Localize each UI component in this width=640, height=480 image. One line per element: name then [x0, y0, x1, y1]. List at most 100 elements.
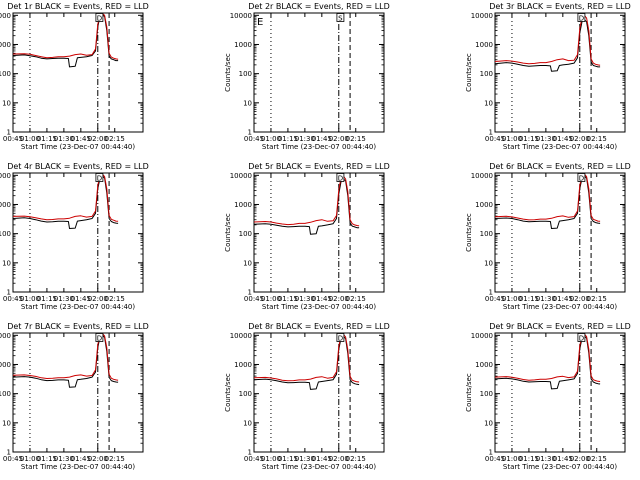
box-label: D [97, 175, 102, 183]
box-label-frame [95, 173, 104, 182]
x-tick-label: 01:45 [312, 135, 332, 143]
x-tick-label: 02:00 [88, 135, 108, 143]
y-tick-label: 100 [0, 230, 11, 238]
plot-frame [253, 332, 385, 453]
box-label-frame [95, 333, 104, 342]
y-tick-label: 100 [0, 390, 11, 398]
y-tick-label: 100 [480, 70, 493, 78]
y-tick-label: 1000 [0, 41, 11, 49]
chart-panel-3: Det 3r BLACK = Events, RED = LLD 1 10 100 10… [465, 2, 631, 151]
chart-title: Det 8r BLACK = Events, RED = LLD [248, 322, 390, 331]
x-tick-label: 01:15 [278, 295, 298, 303]
plot-frame [12, 332, 144, 453]
y-tick-label: 100 [239, 230, 252, 238]
x-tick-label: 01:30 [54, 455, 74, 463]
chart-title: Det 1r BLACK = Events, RED = LLD [7, 2, 149, 11]
x-tick-label: 01:45 [71, 455, 91, 463]
lld-series-line [494, 173, 601, 222]
lld-series-line [253, 333, 360, 383]
y-tick-label: 1000 [475, 41, 493, 49]
x-tick-label: 01:00 [261, 295, 281, 303]
y-axis-label: Counts/sec [224, 213, 232, 252]
y-tick-label: 1 [7, 289, 11, 297]
x-tick-label: 02:15 [587, 455, 607, 463]
box-label: D [97, 15, 102, 23]
lld-series-line [494, 14, 601, 66]
x-tick-label: 00:45 [244, 455, 264, 463]
y-tick-label: 1000 [0, 361, 11, 369]
x-tick-label: 02:00 [570, 295, 590, 303]
y-tick-label: 10000 [230, 332, 252, 340]
x-tick-label: 01:30 [54, 295, 74, 303]
x-tick-label: 01:00 [261, 455, 281, 463]
y-axis-label: Counts/sec [224, 53, 232, 92]
x-tick-label: 02:15 [105, 455, 125, 463]
y-tick-label: 1000 [475, 201, 493, 209]
x-tick-label: 01:00 [20, 295, 40, 303]
box-label-frame [336, 333, 345, 342]
corner-label: E [257, 17, 263, 28]
x-tick-label: 02:00 [329, 295, 349, 303]
x-tick-label: 01:00 [20, 455, 40, 463]
x-axis-label: Start Time (23-Dec-07 00:44:40) [262, 303, 376, 311]
x-tick-label: 01:15 [278, 455, 298, 463]
box-label-frame [577, 333, 586, 342]
x-tick-label: 02:15 [587, 135, 607, 143]
plot-frame [12, 12, 144, 133]
y-axis-label: Counts/sec [465, 53, 473, 92]
x-axis-label: Start Time (23-Dec-07 00:44:40) [503, 303, 617, 311]
chart-title: Det 7r BLACK = Events, RED = LLD [7, 322, 149, 331]
y-tick-label: 10000 [471, 172, 493, 180]
x-tick-label: 02:00 [329, 135, 349, 143]
chart-title: Det 3r BLACK = Events, RED = LLD [489, 2, 631, 11]
x-tick-label: 00:45 [485, 135, 505, 143]
box-label: D [97, 335, 102, 343]
y-tick-label: 100 [0, 70, 11, 78]
x-tick-label: 01:30 [536, 455, 556, 463]
x-tick-label: 01:45 [312, 455, 332, 463]
x-tick-label: 01:30 [536, 295, 556, 303]
x-tick-label: 01:30 [295, 135, 315, 143]
x-tick-label: 01:45 [312, 295, 332, 303]
x-axis-label: Start Time (23-Dec-07 00:44:40) [21, 303, 135, 311]
y-tick-label: 1 [248, 129, 252, 137]
x-tick-label: 01:30 [295, 295, 315, 303]
x-axis-label: Start Time (23-Dec-07 00:44:40) [262, 463, 376, 471]
y-tick-label: 1 [489, 129, 493, 137]
plot-frame [12, 172, 144, 293]
y-tick-label: 1 [248, 449, 252, 457]
x-tick-label: 02:00 [570, 135, 590, 143]
y-tick-label: 1000 [475, 361, 493, 369]
chart-panel-8: Det 8r BLACK = Events, RED = LLD 1 10 100 10… [224, 322, 390, 471]
chart-title: Det 2r BLACK = Events, RED = LLD [248, 2, 390, 11]
x-tick-label: 01:00 [502, 295, 522, 303]
y-tick-label: 1000 [234, 41, 252, 49]
plot-frame [494, 172, 626, 293]
box-label-frame [577, 13, 586, 22]
y-tick-label: 1 [489, 449, 493, 457]
y-tick-label: 10000 [0, 172, 11, 180]
x-tick-label: 00:45 [485, 455, 505, 463]
x-tick-label: 02:00 [88, 295, 108, 303]
y-tick-label: 1000 [234, 201, 252, 209]
plot-frame [494, 12, 626, 133]
x-tick-label: 01:15 [278, 135, 298, 143]
lld-series-line [12, 13, 119, 60]
x-tick-label: 01:45 [71, 295, 91, 303]
chart-title: Det 9r BLACK = Events, RED = LLD [489, 322, 631, 331]
x-tick-label: 02:00 [88, 455, 108, 463]
y-tick-label: 1 [489, 289, 493, 297]
y-tick-label: 10 [243, 259, 252, 267]
x-axis-label: Start Time (23-Dec-07 00:44:40) [503, 463, 617, 471]
x-tick-label: 00:45 [244, 295, 264, 303]
x-tick-label: 01:00 [502, 455, 522, 463]
chart-panel-6: Det 6r BLACK = Events, RED = LLD 1 10 100 10… [465, 162, 631, 311]
x-tick-label: 00:45 [485, 295, 505, 303]
x-tick-label: 01:30 [54, 135, 74, 143]
plot-frame [253, 12, 385, 133]
x-tick-label: 01:15 [519, 295, 539, 303]
y-tick-label: 10000 [0, 12, 11, 20]
box-label: D [579, 335, 584, 343]
